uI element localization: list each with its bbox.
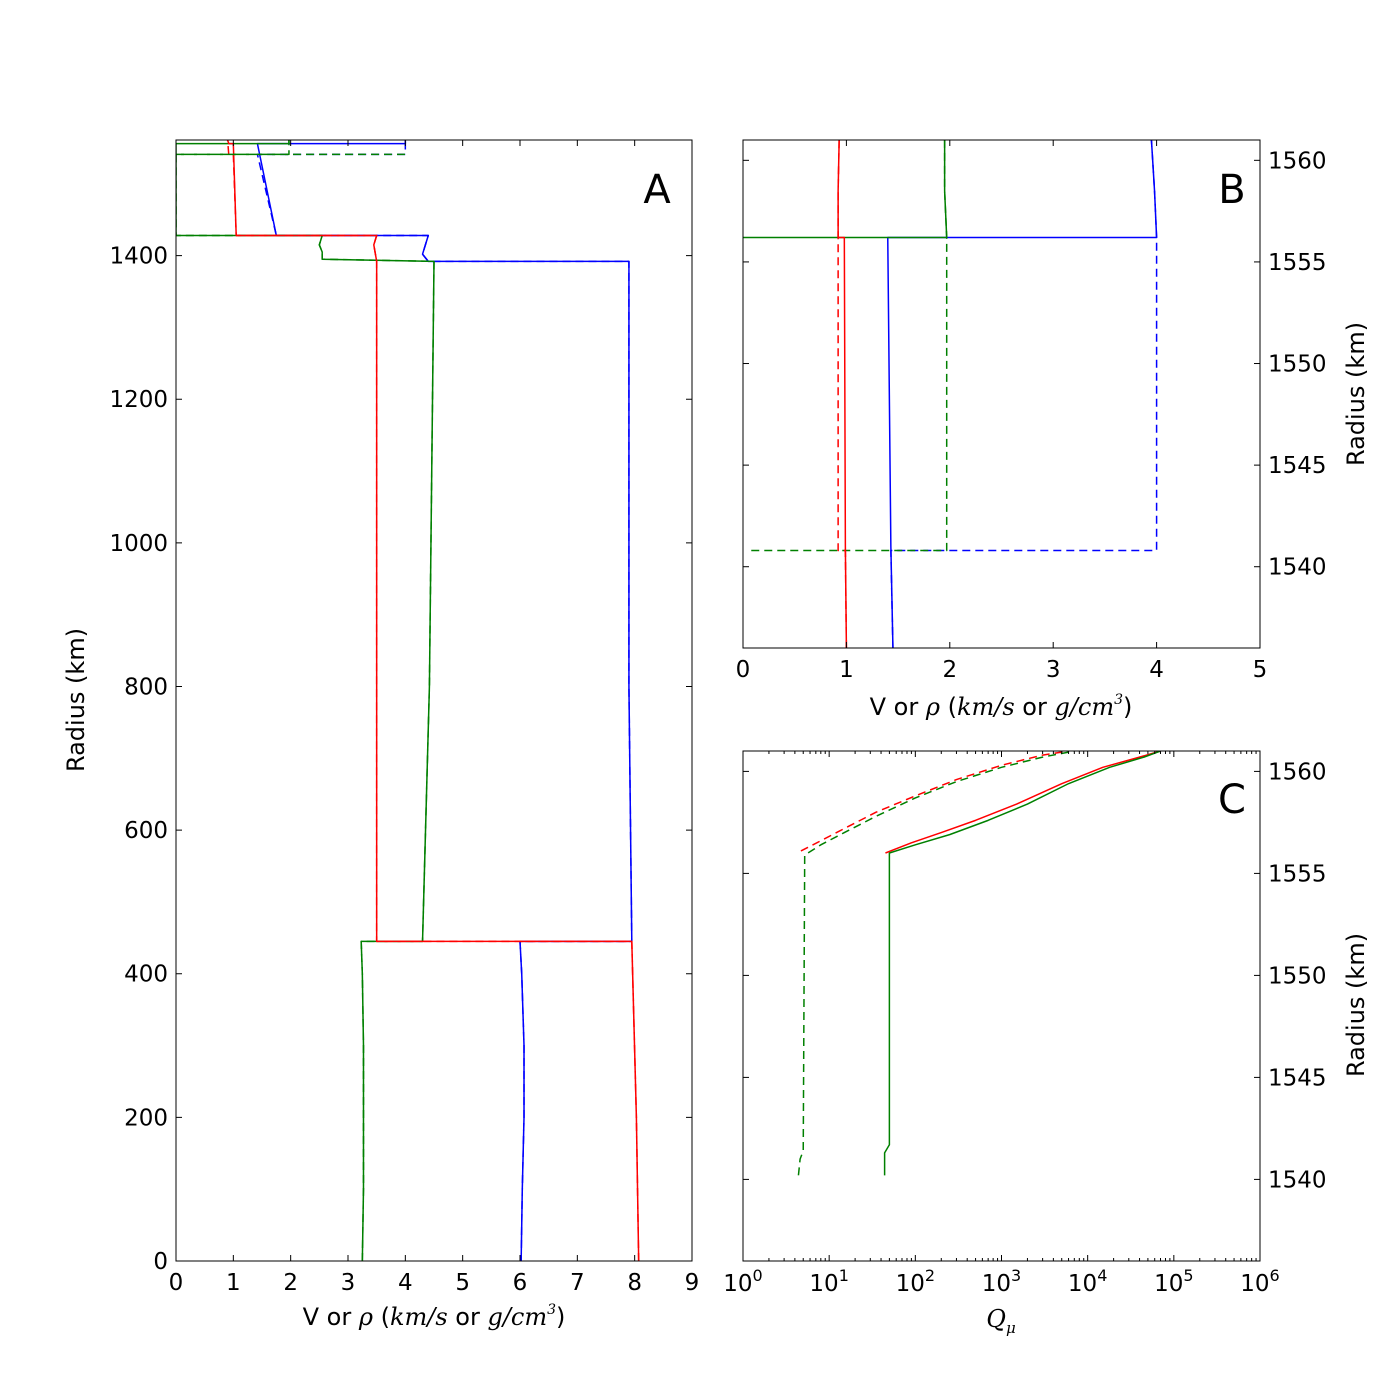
panel-a-x-tick-label: 0 bbox=[169, 1270, 184, 1296]
panel-b-series-line-4 bbox=[751, 140, 948, 552]
panel-a-y-tick-label: 600 bbox=[124, 818, 168, 844]
panel-c-x-tick-label: 103 bbox=[982, 1266, 1021, 1297]
panel-c-x-tick-label: 100 bbox=[723, 1266, 762, 1297]
panel-a-axes-frame bbox=[175, 139, 693, 1262]
panel-b-letter: B bbox=[1218, 167, 1245, 213]
panel-a-x-tick-label: 6 bbox=[513, 1270, 528, 1296]
panel-c-series-line-4 bbox=[797, 751, 1075, 1176]
panel-a-y-tick-label: 0 bbox=[153, 1249, 168, 1275]
panel-a-x-tick-label: 2 bbox=[283, 1270, 298, 1296]
panel-b-axes-frame bbox=[742, 139, 1261, 649]
panel-a-series-line-6 bbox=[226, 140, 640, 1261]
panel-b-x-label: V or ρ (km/s or g/cm3) bbox=[870, 692, 1133, 721]
panel-a-x-tick-label: 5 bbox=[455, 1270, 470, 1296]
panel-b-y-tick-label: 1550 bbox=[1268, 352, 1327, 378]
panel-a-plot-area: 0 1 2 3 4 5 6 7 8 9 0 200 400 600 800 1000 1200 1400 bbox=[109, 139, 700, 1296]
panel-c-series-line-1 bbox=[885, 751, 1161, 854]
panel-a-y-tick-label: 1400 bbox=[109, 244, 168, 270]
panel-c-x-tick-label: 106 bbox=[1240, 1266, 1279, 1297]
panel-c-y-label: Radius (km) bbox=[1342, 933, 1370, 1077]
panel-b-x-tick-label: 3 bbox=[1046, 657, 1061, 683]
panel-a-letter: A bbox=[643, 167, 671, 213]
panel-a-y-label: Radius (km) bbox=[62, 628, 90, 772]
panel-a-series-line-3 bbox=[176, 140, 435, 1261]
panel-b-x-tick-label: 1 bbox=[839, 657, 854, 683]
panel-c-y-tick-label: 1555 bbox=[1268, 861, 1327, 887]
panel-a-x-tick-label: 8 bbox=[627, 1270, 642, 1296]
panel-a-x-tick-label: 4 bbox=[398, 1270, 413, 1296]
panel-b-y-tick-label: 1555 bbox=[1268, 250, 1327, 276]
panel-b-x-tick-label: 0 bbox=[736, 657, 751, 683]
panel-b-series-line-6 bbox=[837, 140, 848, 648]
panel-a-y-tick-label: 400 bbox=[124, 962, 168, 988]
panel-c-y-tick-label: 1550 bbox=[1268, 963, 1327, 989]
panel-b-series-group bbox=[743, 140, 1158, 648]
panel-b-plot-area: 0 1 2 3 4 5 1540 1545 1550 1555 1560 bbox=[736, 139, 1327, 683]
panel-a-series-group bbox=[176, 140, 640, 1261]
panel-c-plot-area: 100 101 102 103 104 105 106 1540 1545 1550 1555 156… bbox=[723, 750, 1327, 1297]
panel-c-y-tick-label: 1540 bbox=[1268, 1167, 1327, 1193]
panel-b: 0 1 2 3 4 5 1540 1545 1550 1555 1560 B V or ρ (km/… bbox=[736, 139, 1370, 721]
panel-c-x-tick-label: 102 bbox=[896, 1266, 935, 1297]
panel-c-x-label: Qμ bbox=[986, 1305, 1015, 1337]
panel-a-x-tick-label: 7 bbox=[570, 1270, 585, 1296]
panel-c-series-line-3 bbox=[800, 751, 1069, 852]
panel-c-x-tick-label: 104 bbox=[1068, 1266, 1107, 1297]
panel-c-letter: C bbox=[1218, 777, 1246, 823]
panel-c-y-tick-label: 1560 bbox=[1268, 759, 1327, 785]
panel-c-x-tick-label: 105 bbox=[1154, 1266, 1193, 1297]
panel-b-y-label: Radius (km) bbox=[1342, 322, 1370, 466]
panel-a-y-tick-label: 1200 bbox=[109, 387, 168, 413]
panel-a-y-tick-label: 1000 bbox=[109, 531, 168, 557]
panel-c-x-tick-label: 101 bbox=[809, 1266, 848, 1297]
panel-b-series-line-2 bbox=[890, 140, 1158, 648]
panel-a-x-tick-label: 9 bbox=[685, 1270, 700, 1296]
panel-b-x-tick-label: 4 bbox=[1149, 657, 1164, 683]
panel-c-series-line-2 bbox=[883, 751, 1161, 1176]
panel-b-x-tick-label: 2 bbox=[942, 657, 957, 683]
panel-a-y-tick-label: 800 bbox=[124, 674, 168, 700]
panel-c-series-group bbox=[797, 751, 1161, 1176]
panel-b-y-tick-label: 1560 bbox=[1268, 148, 1327, 174]
panel-a-series-line-2 bbox=[256, 140, 633, 1261]
panel-c-y-tick-label: 1545 bbox=[1268, 1065, 1327, 1091]
panel-b-y-tick-label: 1545 bbox=[1268, 453, 1327, 479]
panel-a-x-tick-label: 3 bbox=[341, 1270, 356, 1296]
panel-a: 0 1 2 3 4 5 6 7 8 9 0 200 400 600 800 1000 1200 1400 A V … bbox=[62, 139, 700, 1331]
panel-c: 100 101 102 103 104 105 106 1540 1545 1550 1555 156… bbox=[723, 750, 1370, 1337]
panel-a-x-tick-label: 1 bbox=[226, 1270, 241, 1296]
panel-b-x-tick-label: 5 bbox=[1253, 657, 1268, 683]
panel-a-x-label: V or ρ (km/s or g/cm3) bbox=[303, 1302, 566, 1331]
panel-b-y-tick-label: 1540 bbox=[1268, 555, 1327, 581]
panel-a-y-tick-label: 200 bbox=[124, 1105, 168, 1131]
